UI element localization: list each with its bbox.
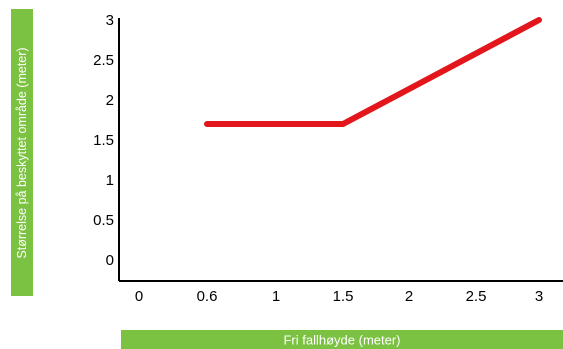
x-tick-label: 0 [135, 288, 143, 305]
x-tick-label: 2.5 [466, 288, 487, 305]
series-line [204, 17, 542, 127]
y-tick-label: 2 [106, 92, 114, 109]
x-tick-label: 0.6 [197, 288, 218, 305]
y-tick-label: 1.5 [93, 132, 114, 149]
x-axis-label-box: Fri fallhøyde (meter) [121, 330, 563, 349]
y-tick-label: 2.5 [93, 52, 114, 69]
y-tick-labels: 0 0.5 1 1.5 2 2.5 3 [93, 12, 114, 269]
y-axis-label-box: Størrelse på beskyttet område (meter) [11, 9, 33, 296]
series-group [204, 17, 542, 127]
x-tick-label: 3 [535, 288, 543, 305]
y-tick-label: 0.5 [93, 212, 114, 229]
x-tick-label: 2 [405, 288, 413, 305]
y-tick-label: 0 [106, 252, 114, 269]
x-axis-label: Fri fallhøyde (meter) [283, 332, 401, 347]
x-tick-label: 1 [272, 288, 280, 305]
y-tick-label: 1 [106, 172, 114, 189]
y-tick-label: 3 [106, 12, 114, 29]
x-tick-labels: 0 0.6 1 1.5 2 2.5 3 [135, 288, 543, 305]
x-tick-label: 1.5 [333, 288, 354, 305]
